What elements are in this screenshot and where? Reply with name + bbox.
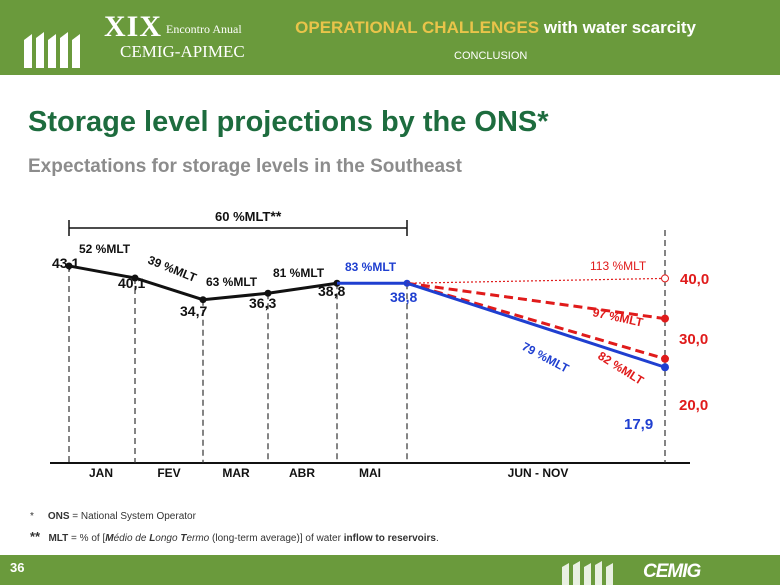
historical-point [131,274,139,282]
value-label: 38,8 [390,289,417,305]
slide-subtitle: Expectations for storage levels in the S… [28,156,462,177]
segment-label: 81 %MLT [273,266,325,280]
projection-point [661,314,669,323]
footnote-letter: M [105,533,114,544]
cemig-logo: CEMIG [643,561,701,582]
segment-label: 83 %MLT [345,260,397,274]
label-layer: 43,1 40,1 34,7 36,3 38,8 52 %MLT 39 %MLT 63 %ML… [52,242,709,433]
footnote-marker: * [30,511,34,522]
footnote-ons: * ONS = National System Operator [30,511,196,522]
storage-chart: 60 %MLT** JAN FEV MAR ABR MAI JUN - NOV 43,14… [50,208,709,480]
footnote-mlt: ** MLT = % of [Médio de Longo Termo (lon… [30,529,439,544]
value-label: 40,1 [118,275,145,291]
header-title-highlight: OPERATIONAL CHALLENGES [295,18,540,37]
projection-label: 79 %MLT [520,339,572,376]
projection-label: 82 %MLT [595,349,646,388]
category-label: FEV [157,466,180,480]
projection-value: 30,0 [679,331,708,348]
historical-point [264,289,272,297]
footnote-word: ermo [186,533,210,544]
event-name: Encontro Anual [166,22,242,36]
page-number: 36 [10,560,25,575]
historical-point [65,262,73,270]
bracket-label-text: 60 %MLT [215,209,270,224]
projection-value: 40,0 [680,271,709,288]
projection-label: 97 %MLT [591,305,645,329]
value-label: 43,1 [52,255,79,271]
category-label: ABR [289,466,315,480]
footnote-bold: inflow to reservoirs [343,533,436,544]
guide-lines [68,230,666,463]
event-org: CEMIG-APIMEC [120,42,245,61]
projection-point [661,354,669,363]
projection-value: 20,0 [679,397,708,414]
footnote-end: . [435,533,439,544]
category-label: JAN [89,466,113,480]
value-label: 38,8 [318,283,345,299]
building-logo-icon [562,561,613,585]
projection-line [406,281,666,369]
footnote-text: = National System Operator [69,511,196,522]
category-labels: JAN FEV MAR ABR MAI JUN - NOV [89,466,568,480]
footnote-term: ONS [47,511,70,522]
projection-line [406,281,666,321]
footnote-letter: T [180,533,187,544]
footnote-term: MLT [48,533,69,544]
bracket-label: 60 %MLT** [215,208,282,224]
category-label: JUN - NOV [508,466,569,480]
projection-line [406,277,666,284]
footnote-text: = % of [ [68,533,106,544]
building-logo-icon [24,32,80,68]
category-label: MAI [359,466,381,480]
series-layer [65,262,669,372]
event-numeral: XIX [104,10,163,43]
footer-bar [0,555,780,585]
segment-label: 63 %MLT [206,275,258,289]
value-label: 34,7 [180,303,207,319]
footnote-word: ongo [155,533,181,544]
projection-value: 17,9 [624,416,653,433]
slide-title: Storage level projections by the ONS* [28,106,549,138]
footnote-word: édio de [113,533,150,544]
footnote-text: (long-term average)] of water [209,533,344,544]
segment-label: 52 %MLT [79,242,131,256]
section-label: CONCLUSION [454,50,528,62]
segment-label: 39 %MLT [146,253,199,285]
header-title: OPERATIONAL CHALLENGES with water scarci… [295,18,696,38]
historical-point [199,296,207,304]
header-title-rest: with water scarcity [539,18,696,37]
projection-point [661,363,669,372]
category-label: MAR [222,466,250,480]
bracket-label-marker: ** [270,208,281,224]
footnote-marker: ** [30,529,41,544]
projection-point [661,274,669,283]
footnote-letter: L [149,533,156,544]
projection-label: 113 %MLT [590,259,647,273]
value-label: 36,3 [249,295,276,311]
header-bar: XIX Encontro Anual CEMIG-APIMEC OPERATIO… [0,0,780,75]
